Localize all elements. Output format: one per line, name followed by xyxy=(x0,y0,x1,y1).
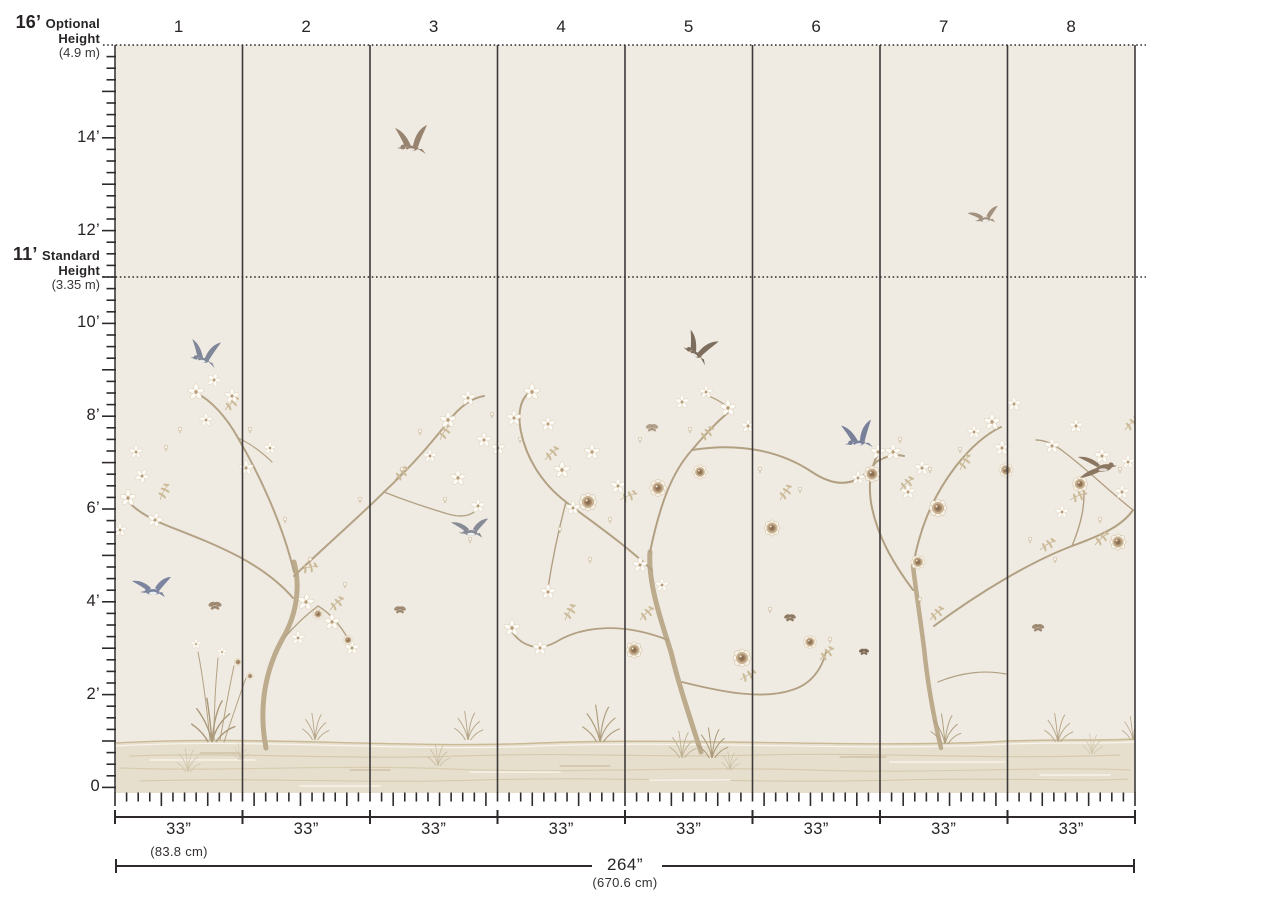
standard-height-label: 11’ Standard Height (3.35 m) xyxy=(0,244,100,293)
height-tick-label: 6’ xyxy=(86,499,100,517)
standard-height-value: 11’ xyxy=(12,244,38,264)
panel-number: 1 xyxy=(173,17,184,36)
panel-width-label: 33” xyxy=(548,820,574,838)
panel-width-label: 33” xyxy=(1058,820,1084,838)
standard-height-metric: (3.35 m) xyxy=(51,277,100,292)
panel-dividers xyxy=(114,45,1136,793)
left-ruler-ticks xyxy=(102,55,116,789)
height-tick-label: 8’ xyxy=(86,406,100,424)
total-width-measure-line xyxy=(115,859,1135,873)
optional-height-value: 16’ xyxy=(15,12,42,32)
panel-number: 2 xyxy=(301,17,312,36)
total-width-label: 264” xyxy=(606,855,644,874)
panel-number: 7 xyxy=(938,17,949,36)
panel-number: 3 xyxy=(428,17,439,36)
panel-width-row: 33” 33” 33” 33” 33” 33” 33” 33” xyxy=(115,820,1135,839)
panel-width-label: 33” xyxy=(293,820,319,838)
standard-height-word1: Standard xyxy=(42,248,100,263)
total-width-metric-label: (670.6 cm) xyxy=(592,875,658,890)
height-tick-label: 2’ xyxy=(86,685,100,703)
optional-height-metric: (4.9 m) xyxy=(58,45,100,60)
bottom-ruler-ticks xyxy=(114,792,1136,806)
standard-height-word2: Height xyxy=(58,262,100,278)
panel-number: 6 xyxy=(811,17,822,36)
panel-width-label: 33” xyxy=(803,820,829,838)
height-tick-label: 12’ xyxy=(77,221,100,239)
panel-number-row: 1 2 3 4 5 6 7 8 xyxy=(115,17,1135,37)
height-tick-label: 14’ xyxy=(77,128,100,146)
height-tick-label: 4’ xyxy=(86,592,100,610)
height-tick-label: 0 xyxy=(90,777,100,795)
panel-width-label: 33” xyxy=(931,820,957,838)
optional-height-label: 16’ Optional Height (4.9 m) xyxy=(0,12,100,61)
panel-width-label: 33” xyxy=(421,820,447,838)
optional-height-word2: Height xyxy=(58,30,100,46)
panel-number: 5 xyxy=(683,17,694,36)
panel-number: 4 xyxy=(556,17,567,36)
panel-width-label: 33” xyxy=(676,820,702,838)
panel-width-measure-line xyxy=(114,810,1136,824)
optional-height-word1: Optional xyxy=(45,16,100,31)
first-panel-metric-label: (83.8 cm) xyxy=(150,844,208,859)
panel-width-label: 33” xyxy=(166,820,192,838)
height-tick-label: 10’ xyxy=(77,313,100,331)
panel-number: 8 xyxy=(1066,17,1077,36)
